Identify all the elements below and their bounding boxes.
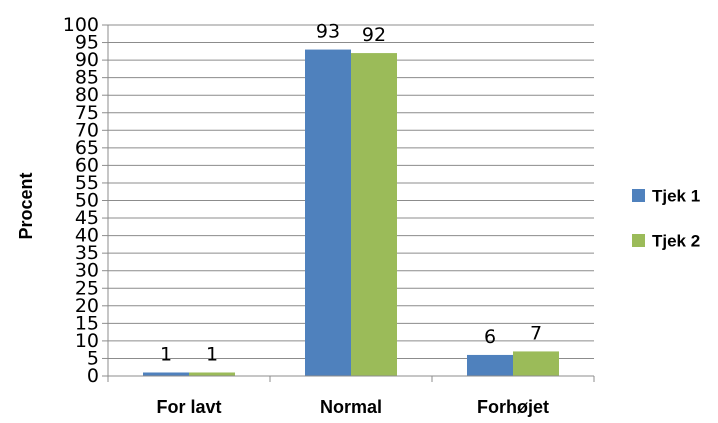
y-tick-label: 90 [75,49,99,71]
data-labels: 1 1 93 92 6 7 [160,21,542,366]
bar-tjek-2-forhøjet [513,351,559,376]
y-tick-label: 75 [75,102,99,124]
y-tick-label: 20 [75,295,99,317]
y-tick-label: 25 [75,277,99,299]
x-category-label: For lavt [156,397,221,417]
bar-tjek-1-forhøjet [467,354,513,376]
y-tick-label: 0 [87,365,99,387]
y-tick-label: 70 [75,119,99,141]
y-tick-label: 40 [75,225,99,247]
y-tick-label: 65 [75,137,99,159]
y-tick-label: 80 [75,84,99,106]
bar-tjek-2-normal [351,53,397,377]
legend-label: Tjek 2 [652,231,700,250]
y-tick-label: 10 [75,330,99,352]
data-label: 6 [484,326,496,348]
bar-tjek-2-for-lavt [189,372,235,376]
bar-tjek-1-normal [305,49,351,376]
y-tick-label: 85 [75,67,99,89]
y-tick-label: 60 [75,154,99,176]
y-tick-label: 35 [75,242,99,264]
y-tick-label: 50 [75,190,99,212]
y-tick-label: 45 [75,207,99,229]
legend: Tjek 1 Tjek 2 [632,186,700,250]
y-axis-ticks: 0510152025303540455055606570758085909510… [63,14,109,387]
data-label: 1 [160,343,172,365]
x-category-label: Normal [320,397,382,417]
y-tick-label: 15 [75,312,99,334]
legend-swatch [632,189,645,202]
bar-tjek-1-for-lavt [143,372,189,376]
x-category-label: Forhøjet [477,397,549,417]
y-tick-label: 55 [75,172,99,194]
data-label: 93 [316,21,340,43]
data-label: 7 [530,322,542,344]
data-label: 1 [206,343,218,365]
legend-swatch [632,234,645,247]
y-tick-label: 95 [75,32,99,54]
y-tick-label: 30 [75,260,99,282]
y-axis-label-group: Procent [16,172,36,239]
y-tick-label: 100 [63,14,99,36]
legend-label: Tjek 1 [652,186,700,205]
bars [143,49,559,377]
x-axis: For lavt Normal Forhøjet [107,375,595,417]
y-axis-label: Procent [16,172,36,239]
data-label: 92 [362,24,386,46]
y-tick-label: 5 [87,347,99,369]
